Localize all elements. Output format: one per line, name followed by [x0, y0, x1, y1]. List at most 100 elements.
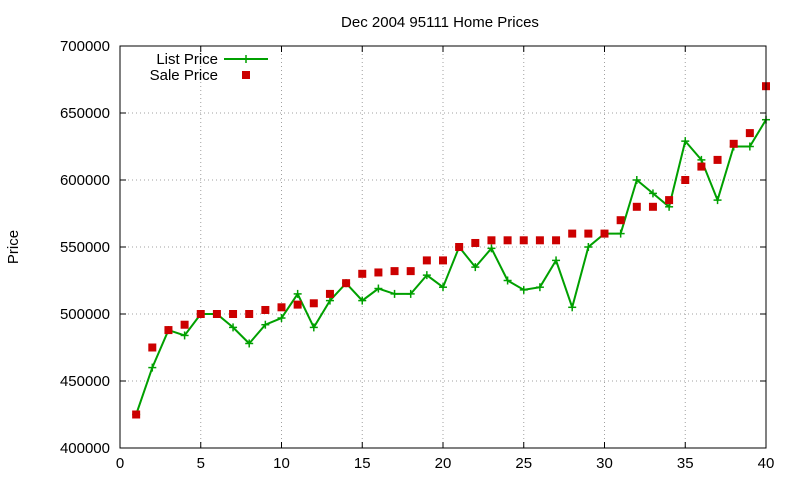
list-price-point [632, 176, 641, 184]
y-tick-label: 500000 [60, 306, 110, 323]
sale-price-point [552, 236, 561, 245]
sale-price-point [632, 202, 641, 211]
sale-price-point [471, 238, 480, 247]
sale-price-point [212, 310, 221, 318]
list-price-point [616, 229, 625, 238]
y-tick-label: 650000 [60, 105, 110, 122]
x-tick-label: 15 [354, 455, 371, 472]
list-price-point [648, 189, 657, 198]
sale-price-point [390, 267, 399, 276]
list-price-point [293, 289, 302, 298]
legend-label: Sale Price [150, 67, 218, 84]
y-tick-label: 550000 [60, 239, 110, 256]
axis-ticks: 0 5 10 15 20 25 30 35 40 400000 450000 500000 550000… [60, 38, 774, 472]
sale-price-point [406, 267, 415, 276]
sale-price-point [293, 300, 302, 309]
sale-price-point [277, 303, 286, 312]
sale-price-point [729, 139, 738, 148]
x-tick-label: 0 [116, 455, 124, 472]
y-tick-label: 450000 [60, 373, 110, 390]
sale-price-point [229, 310, 238, 318]
list-price-point [471, 263, 480, 272]
list-price-point [374, 284, 383, 293]
sale-price-point [665, 196, 674, 205]
sale-price-point [681, 176, 690, 184]
sale-price-point [132, 410, 141, 419]
list-price-point [422, 271, 431, 280]
series-list-price [132, 115, 770, 419]
x-tick-label: 20 [435, 455, 452, 472]
list-price-point [406, 289, 415, 298]
list-price-point [358, 296, 367, 305]
list-price-point [568, 303, 577, 312]
sale-price-point [697, 162, 706, 171]
x-tick-label: 10 [273, 455, 290, 472]
sale-price-point [245, 310, 254, 318]
sale-price-point [325, 289, 334, 298]
list-price-point [681, 137, 690, 146]
sale-price-point [148, 343, 157, 352]
list-price-point [261, 320, 270, 329]
list-price-point [552, 256, 561, 265]
sale-price-point [745, 129, 754, 138]
sale-price-point [455, 243, 464, 251]
sale-price-point [713, 155, 722, 164]
sale-price-point [568, 229, 577, 238]
series-sale-price [132, 82, 770, 419]
list-price-point [745, 142, 754, 151]
list-price-point [148, 363, 157, 372]
list-price-point [439, 283, 447, 292]
sale-price-point [374, 268, 383, 277]
sale-price-point [487, 236, 496, 245]
sale-price-point [180, 320, 189, 329]
grid-lines [120, 46, 766, 448]
sale-price-point [164, 326, 173, 335]
sale-price-point [600, 229, 609, 238]
x-tick-label: 35 [677, 455, 694, 472]
sale-price-point [196, 310, 205, 318]
list-price-line [135, 119, 767, 415]
list-price-point [697, 155, 706, 164]
y-tick-label: 600000 [60, 172, 110, 189]
list-price-point [325, 296, 334, 305]
legend-cross-sample [242, 55, 250, 63]
sale-price-point [309, 299, 318, 308]
sale-price-point [439, 256, 447, 265]
x-tick-label: 5 [197, 455, 205, 472]
sale-price-point [519, 236, 528, 245]
y-tick-label: 700000 [60, 38, 110, 55]
sale-price-point [503, 236, 512, 245]
list-price-point [665, 202, 674, 211]
list-price-point [390, 289, 399, 298]
x-tick-label: 25 [515, 455, 532, 472]
sale-price-point [342, 279, 351, 288]
series-layer [132, 82, 770, 419]
list-price-point [487, 244, 496, 253]
list-price-point [584, 243, 593, 251]
list-price-point [180, 331, 189, 340]
list-price-point [535, 283, 544, 292]
y-tick-label: 400000 [60, 440, 110, 457]
sale-price-point [535, 236, 544, 245]
legend-square-sample [242, 71, 250, 79]
plot-frame [119, 45, 767, 449]
sale-price-point [422, 256, 431, 265]
y-axis-label: Price [5, 230, 22, 264]
list-price-point [519, 285, 528, 294]
sale-price-point [261, 305, 270, 314]
sale-price-point [584, 229, 593, 238]
list-price-point [245, 339, 254, 348]
x-tick-label: 40 [758, 455, 775, 472]
list-price-point [277, 314, 286, 323]
sale-price-point [616, 216, 625, 225]
list-price-point [309, 323, 318, 332]
list-price-point [503, 276, 512, 285]
chart-title: Dec 2004 95111 Home Prices [341, 14, 539, 31]
sale-price-point [648, 202, 657, 211]
list-price-point [229, 323, 238, 332]
list-price-point [713, 196, 722, 205]
x-tick-label: 30 [596, 455, 613, 472]
legend-label: List Price [156, 51, 218, 68]
